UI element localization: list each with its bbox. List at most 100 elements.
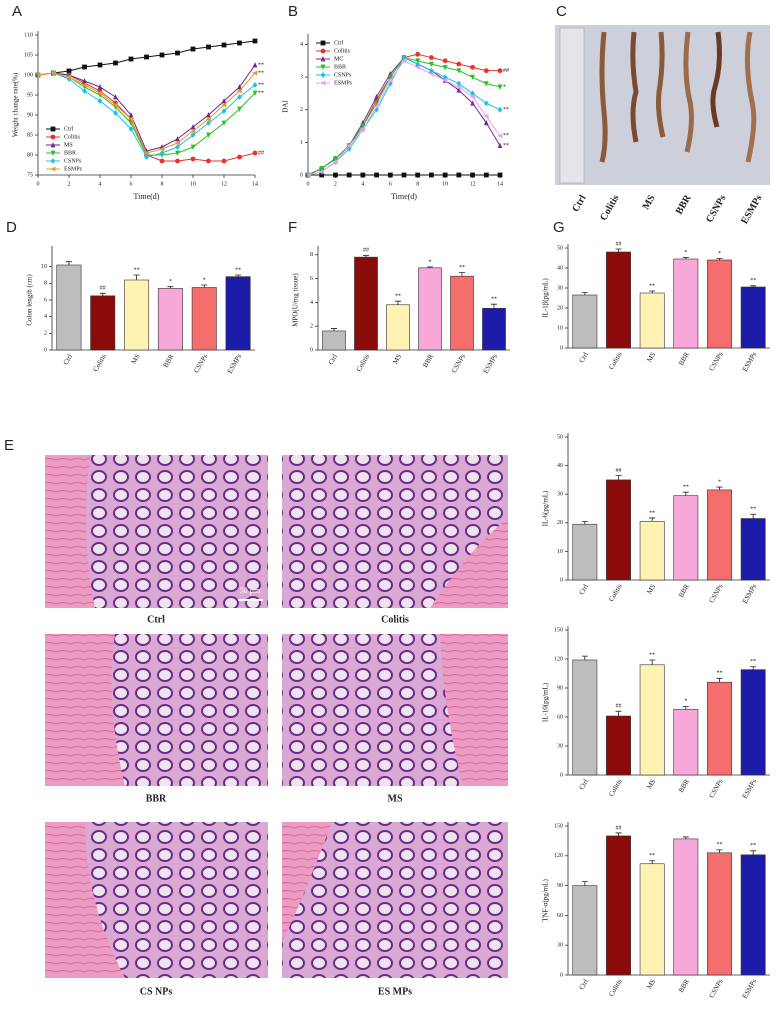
point [360,172,366,178]
point [497,172,503,178]
point [360,123,366,129]
x-tick-label: Colitis [607,778,623,798]
point [175,158,180,164]
point [470,100,475,106]
point [113,60,118,66]
bar [740,669,766,776]
y-axis-title: MPO(U/mg tissue) [292,273,300,327]
legend-marker [50,126,56,132]
x-tick-label: Colitis [92,353,108,373]
error-bar [649,659,656,665]
y-tick-label: 60 [557,913,563,919]
x-tick-label: BBR [677,778,691,794]
point [497,142,503,149]
bar [225,276,251,351]
annotation: ## [503,68,509,74]
point [190,128,196,134]
annotation: * [684,250,687,256]
error-bar [581,292,588,295]
annotation: ## [616,241,622,247]
y-tick-label: 95 [27,92,33,98]
point [387,78,393,83]
bar [386,304,410,351]
bar [322,330,346,351]
error-bar [682,836,689,839]
y-tick-label: 60 [557,714,563,720]
legend-label: Ctrl [334,40,344,46]
error-bar [750,513,757,519]
point [428,71,434,77]
point [82,78,87,84]
error-bar [395,300,401,305]
bar [606,479,631,581]
annotation: ## [616,704,622,710]
y-tick-label: 85 [27,132,33,138]
point [442,64,448,71]
bar [157,288,183,351]
error-bar [459,272,465,277]
legend-marker [320,64,326,70]
point [252,62,258,68]
y-tick-label: 6 [44,297,47,303]
legend-marker [50,158,56,164]
annotation: ** [649,510,655,516]
point [159,158,165,164]
x-tick-label: 6 [130,181,133,187]
x-tick-label: Ctrl [578,583,590,596]
point [387,80,393,87]
point [237,40,242,46]
legend-marker [50,134,56,140]
point [237,84,242,90]
error-bar [716,849,723,853]
bar [572,294,598,349]
legend-label: MC [334,56,343,62]
point [128,112,134,118]
y-tick-label: 40 [557,265,563,271]
y-tick-label: 105 [24,52,33,58]
point [401,58,407,64]
point [483,68,489,74]
y-tick-label: 4 [300,42,303,48]
legend-marker [50,150,56,156]
x-tick-label: 10 [190,181,196,187]
photo-label: Colitis [381,614,409,625]
bar [56,264,82,351]
error-bar [716,258,723,260]
y-tick-label: 30 [557,285,563,291]
bar [639,292,665,349]
y-tick-label: 0 [560,772,563,778]
bar [354,256,378,351]
bar [124,279,150,351]
point [333,156,338,162]
point [429,55,434,60]
photo-e: E 50 μm Ctrl Colitis BBR MS CS NPs ES MP… [4,437,508,997]
y-tick-label: 0 [300,172,303,178]
annotation: ** [649,283,655,289]
annotation: ** [491,297,497,303]
bar [450,275,474,351]
axes [567,244,770,349]
y-tick-label: 20 [557,305,563,311]
point [236,88,242,94]
error-bar [167,286,174,289]
y-tick-label: 3 [300,75,303,81]
annotation: * [503,84,506,90]
point [237,106,242,112]
point [252,38,258,44]
point [483,113,489,119]
point [319,166,325,172]
point [128,126,134,132]
photo-label: BBR [674,192,694,216]
bar [673,495,699,581]
error-bar [750,850,757,855]
legend-label: BBR [334,64,346,70]
point [206,158,211,164]
y-tick-label: 110 [24,32,33,38]
legend-label: CSNPs [64,158,82,164]
annotation: ## [616,468,622,474]
point [159,150,165,156]
y-axis-title: Weight change rate(%) [12,72,20,137]
error-bar [133,274,140,280]
bar [418,267,442,351]
bar [740,286,766,349]
